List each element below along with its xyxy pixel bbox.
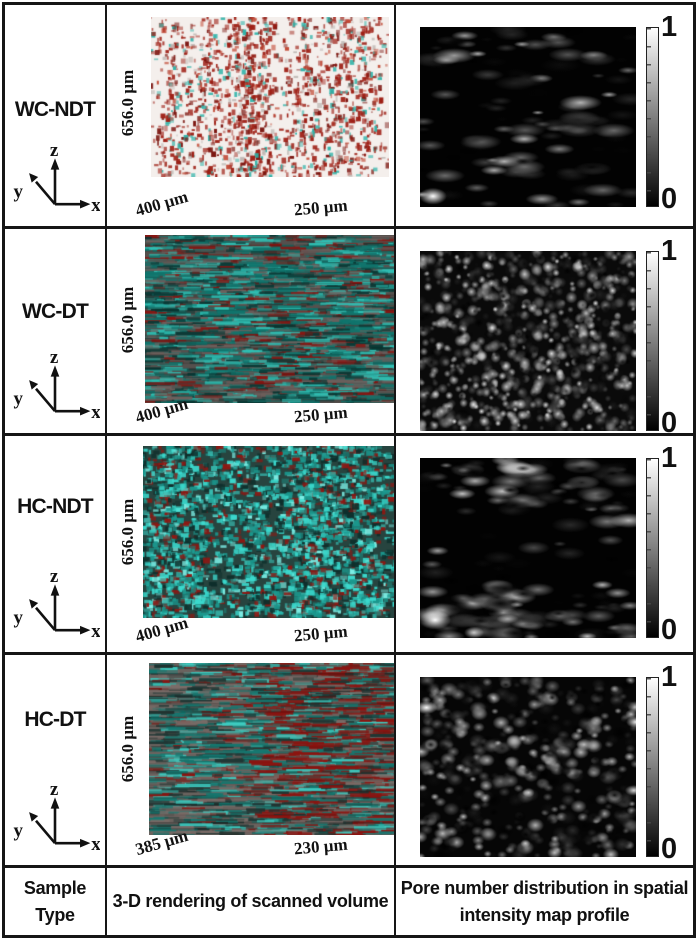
x-axis-label: x (91, 195, 100, 216)
colorbar-ticks (647, 678, 651, 856)
xyz-axes-icon: z y x (14, 781, 100, 855)
colorbar-max-label: 1 (661, 235, 678, 267)
intensity-map-image (420, 27, 636, 207)
footer-render-column-title: 3-D rendering of scanned volume (107, 868, 396, 935)
height-dimension-label: 656.0 µm (118, 70, 137, 137)
render-cell-wc-dt: 656.0 µm 400 µm 250 µm (107, 229, 396, 436)
width-dimension-label: 250 µm (293, 195, 349, 220)
sample-cell-wc-ndt: WC-NDT z y x (5, 5, 107, 229)
map-cell-hc-dt: 1 0 (396, 655, 693, 868)
sample-type-label: HC-DT (24, 708, 86, 731)
colorbar-min-label: 0 (661, 833, 678, 865)
xyz-axes-icon: z y x (14, 349, 100, 423)
render-cell-hc-dt: 656.0 µm 385 µm 230 µm (107, 655, 396, 868)
y-axis-label: y (14, 607, 24, 628)
colorbar-ticks (647, 28, 651, 206)
grayscale-colorbar (646, 458, 659, 638)
z-axis-label: z (50, 568, 59, 587)
width-dimension-label: 250 µm (293, 621, 349, 646)
intensity-map-image (420, 251, 636, 431)
colorbar-max-label: 1 (661, 11, 678, 43)
width-dimension-label: 230 µm (293, 834, 349, 859)
x-axis-label: x (91, 621, 100, 642)
y-axis-label: y (14, 820, 24, 841)
sample-cell-hc-dt: HC-DT z y x (5, 655, 107, 868)
colorbar-max-label: 1 (661, 661, 678, 693)
map-cell-hc-ndt: 1 0 (396, 436, 693, 655)
render-cell-hc-ndt: 656.0 µm 400 µm 250 µm (107, 436, 396, 655)
y-axis-label: y (14, 388, 24, 409)
height-dimension-label: 656.0 µm (118, 715, 137, 782)
footer-map-column-title: Pore number distribution in spatial inte… (396, 868, 693, 935)
depth-dimension-label: 400 µm (133, 186, 191, 221)
colorbar-min-label: 0 (661, 407, 678, 436)
z-axis-label: z (50, 142, 59, 161)
sample-comparison-table: WC-NDT z y x 656.0 µm 400 µm 250 µm 1 0 … (2, 2, 696, 938)
intensity-map-image (420, 458, 636, 638)
x-axis-label: x (91, 834, 100, 855)
xyz-axes-icon: z y x (14, 568, 100, 642)
grayscale-colorbar (646, 677, 659, 857)
volume-render-image (145, 235, 394, 403)
z-axis-label: z (50, 349, 59, 368)
footer-sample-type: Sample Type (5, 868, 107, 935)
colorbar-max-label: 1 (661, 442, 678, 474)
y-axis-label: y (14, 181, 24, 202)
colorbar-min-label: 0 (661, 614, 678, 646)
map-cell-wc-dt: 1 0 (396, 229, 693, 436)
volume-render-image (143, 446, 394, 618)
volume-render-image (151, 17, 389, 177)
colorbar-min-label: 0 (661, 183, 678, 215)
colorbar-ticks (647, 252, 651, 430)
x-axis-label: x (91, 402, 100, 423)
grayscale-colorbar (646, 27, 659, 207)
volume-render-image (149, 663, 394, 835)
grayscale-colorbar (646, 251, 659, 431)
xyz-axes-icon: z y x (14, 142, 100, 216)
sample-type-label: WC-DT (22, 300, 89, 323)
sample-type-label: WC-NDT (14, 98, 96, 121)
render-cell-wc-ndt: 656.0 µm 400 µm 250 µm (107, 5, 396, 229)
depth-dimension-label: 400 µm (133, 612, 191, 647)
z-axis-label: z (50, 781, 59, 800)
sample-cell-wc-dt: WC-DT z y x (5, 229, 107, 436)
height-dimension-label: 656.0 µm (118, 286, 137, 354)
sample-type-label: HC-NDT (17, 495, 93, 518)
width-dimension-label: 250 µm (293, 402, 349, 427)
intensity-map-image (420, 677, 636, 857)
map-cell-wc-ndt: 1 0 (396, 5, 693, 229)
sample-cell-hc-ndt: HC-NDT z y x (5, 436, 107, 655)
height-dimension-label: 656.0 µm (118, 498, 137, 566)
colorbar-ticks (647, 459, 651, 637)
